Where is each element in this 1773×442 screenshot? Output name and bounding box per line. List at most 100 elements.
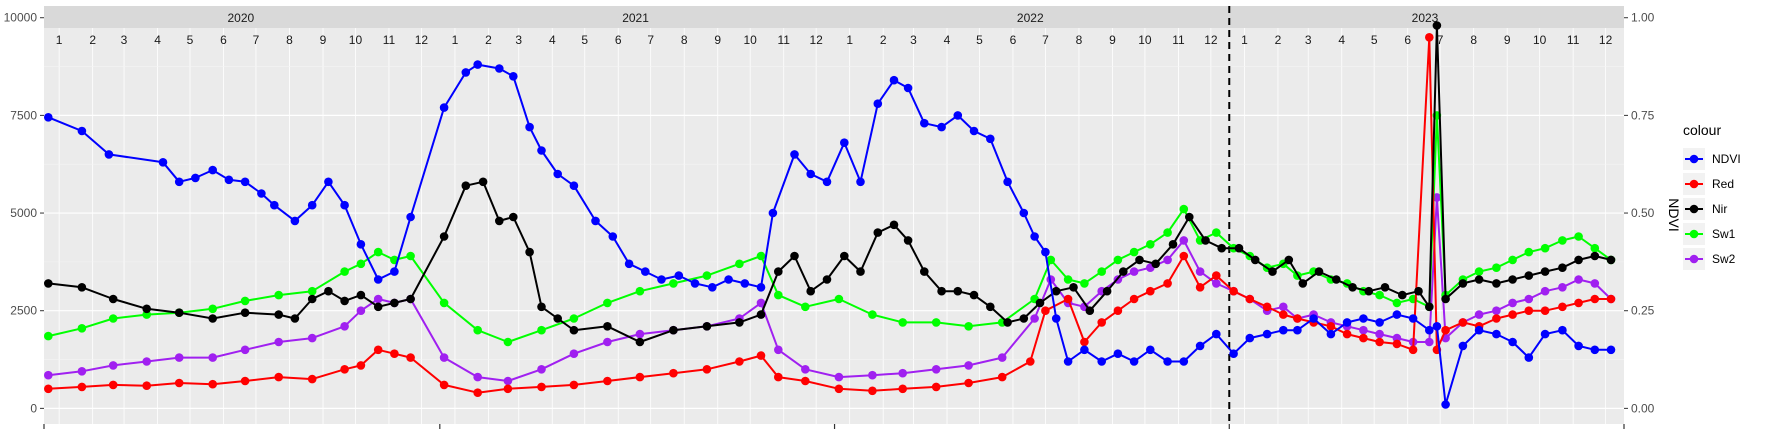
legend-item-sw2: Sw2: [1683, 248, 1736, 270]
data-point-nir: [1441, 294, 1450, 304]
plot-panel: [44, 6, 1624, 424]
data-point-ndvi: [1229, 349, 1238, 359]
data-point-sw1: [1097, 267, 1106, 276]
data-point-sw1: [635, 286, 645, 296]
data-point-red: [1558, 302, 1567, 312]
legend: colour NDVI Red Nir Sw1 Sw2: [1683, 122, 1741, 270]
data-point-nir: [1284, 255, 1294, 265]
data-point-ndvi: [657, 275, 666, 284]
data-point-sw2: [898, 368, 907, 378]
month-label: 5: [1371, 33, 1378, 47]
data-point-sw1: [1508, 255, 1517, 265]
data-point-nir: [1606, 255, 1616, 265]
data-point-nir: [439, 232, 449, 241]
data-point-sw1: [1163, 228, 1172, 237]
data-point-ndvi: [270, 200, 279, 210]
data-point-ndvi: [1195, 341, 1205, 351]
data-point-red: [898, 384, 907, 394]
data-point-red: [997, 372, 1007, 382]
data-point-red: [931, 382, 941, 392]
data-point-ndvi: [1492, 329, 1501, 339]
data-point-nir: [1201, 236, 1210, 245]
data-point-sw2: [77, 367, 87, 376]
legend-point: [1689, 254, 1699, 264]
data-point-sw2: [1558, 283, 1567, 292]
data-point-sw1: [669, 279, 678, 288]
data-point-ndvi: [174, 177, 184, 187]
data-point-sw2: [1195, 267, 1205, 276]
data-point-ndvi: [240, 177, 250, 187]
data-point-ndvi: [953, 111, 963, 120]
data-point-red: [1425, 33, 1434, 42]
data-point-ndvi: [1326, 329, 1336, 339]
data-point-nir: [1364, 286, 1374, 296]
legend-label: Nir: [1712, 202, 1727, 216]
data-point-red: [1063, 294, 1073, 304]
month-label: 8: [1470, 33, 1477, 47]
series-ndvi: [44, 60, 1616, 409]
data-point-ndvi: [1129, 357, 1139, 366]
data-point-ndvi: [1179, 357, 1189, 366]
data-point-ndvi: [1019, 208, 1029, 218]
month-label: 4: [549, 33, 556, 47]
data-point-sw2: [1540, 286, 1550, 296]
data-point-ndvi: [1524, 353, 1534, 362]
data-point-sw1: [898, 318, 907, 327]
data-point-sw2: [1030, 314, 1039, 323]
data-point-nir: [1425, 302, 1434, 312]
data-point-red: [307, 374, 317, 384]
data-point-ndvi: [356, 240, 366, 249]
data-point-sw1: [307, 286, 317, 296]
data-point-ndvi: [224, 175, 234, 185]
data-point-ndvi: [461, 68, 471, 77]
month-label: 7: [253, 33, 260, 47]
data-point-ndvi: [756, 283, 766, 292]
data-point-ndvi: [1146, 345, 1155, 355]
data-point-sw1: [108, 314, 118, 323]
month-label: 11: [1567, 33, 1580, 47]
data-point-ndvi: [1051, 314, 1061, 323]
data-point-red: [669, 368, 678, 378]
data-point-sw2: [208, 353, 217, 362]
data-point-nir: [1298, 279, 1308, 288]
data-point-red: [356, 361, 366, 370]
data-point-ndvi: [969, 126, 979, 136]
data-point-red: [174, 378, 184, 388]
data-point-sw2: [356, 306, 366, 316]
month-label: 3: [1305, 33, 1312, 47]
data-point-sw1: [1392, 298, 1402, 308]
year-label: 2022: [1017, 11, 1044, 25]
data-point-red: [603, 376, 612, 386]
data-point-red: [1492, 314, 1501, 323]
data-point-nir: [1540, 267, 1550, 276]
data-point-red: [240, 376, 250, 386]
month-label: 5: [976, 33, 983, 47]
data-point-sw1: [1179, 204, 1189, 214]
data-point-ndvi: [873, 99, 883, 108]
data-point-ndvi: [1245, 333, 1255, 343]
data-point-ndvi: [1003, 177, 1012, 187]
data-point-sw2: [1492, 306, 1501, 316]
data-point-ndvi: [690, 279, 700, 288]
right-tick-label: 0.25: [1631, 304, 1655, 318]
data-point-red: [868, 386, 877, 396]
data-point-nir: [208, 314, 217, 323]
legend-point: [1689, 229, 1699, 239]
month-label: 10: [744, 33, 758, 47]
data-point-sw2: [240, 345, 250, 355]
data-point-sw2: [569, 349, 579, 359]
data-point-nir: [1524, 271, 1534, 280]
data-point-sw2: [1508, 298, 1517, 308]
left-y-axis: 0 2500 5000 7500 10000: [4, 11, 44, 415]
data-point-nir: [1458, 279, 1468, 288]
month-label: 1: [56, 33, 63, 47]
month-label: 9: [320, 33, 327, 47]
data-point-sw1: [1574, 232, 1583, 241]
data-point-ndvi: [158, 158, 168, 167]
data-point-sw1: [1063, 275, 1073, 284]
data-point-nir: [1314, 267, 1324, 276]
data-point-nir: [553, 314, 562, 323]
data-point-nir: [1432, 21, 1442, 30]
data-point-ndvi: [569, 181, 579, 190]
month-label: 10: [349, 33, 363, 47]
